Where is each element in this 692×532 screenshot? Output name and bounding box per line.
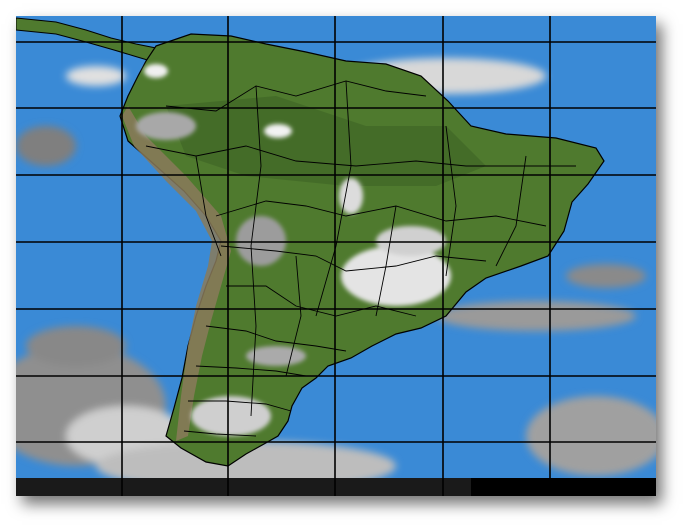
land-clouds — [136, 64, 451, 436]
dark-band-right — [471, 478, 656, 496]
lat-lon-grid — [16, 16, 656, 496]
andes — [122, 106, 231, 441]
satellite-map — [16, 16, 656, 496]
amazon-dark — [166, 96, 486, 186]
political-borders — [145, 80, 576, 437]
map-svg — [16, 16, 656, 496]
